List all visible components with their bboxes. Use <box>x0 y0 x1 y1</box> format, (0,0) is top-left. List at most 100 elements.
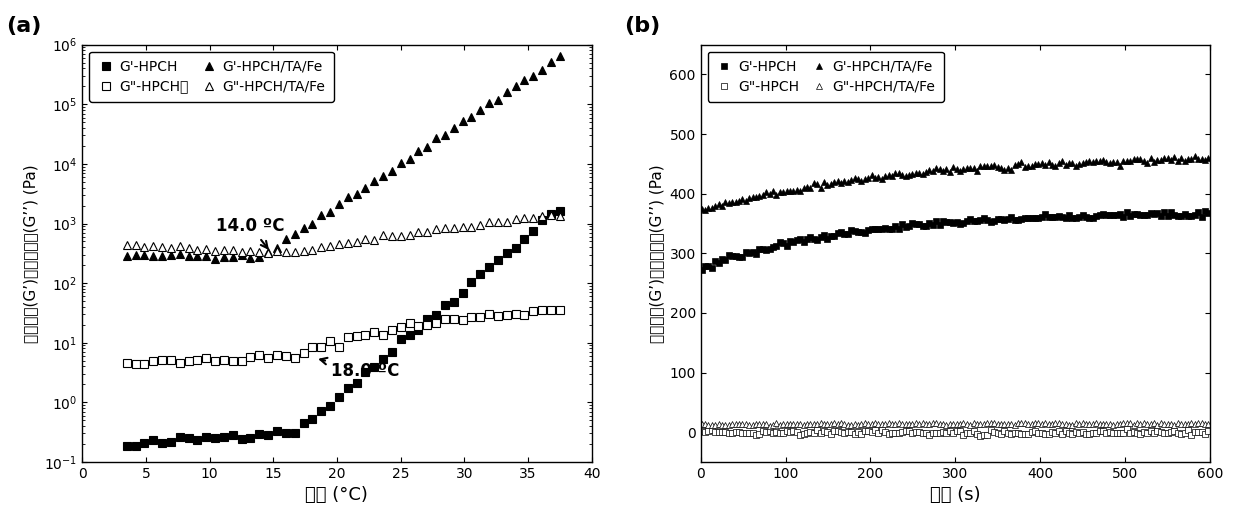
G"-HPCH） <box>534 307 549 313</box>
G'-HPCH/TA/Fe <box>217 254 232 260</box>
G'-HPCH <box>279 430 294 436</box>
G'-HPCH/TA/Fe <box>534 67 549 73</box>
G"-HPCH/TA/Fe <box>438 225 453 231</box>
G"-HPCH <box>1202 428 1216 435</box>
G"-HPCH/TA/Fe <box>350 239 365 245</box>
G'-HPCH/TA/Fe <box>190 253 205 259</box>
G"-HPCH/TA/Fe <box>966 420 981 426</box>
Line: G"-HPCH/TA/Fe: G"-HPCH/TA/Fe <box>698 420 1211 429</box>
G'-HPCH/TA/Fe <box>296 225 311 231</box>
G'-HPCH/TA/Fe <box>350 191 365 197</box>
G'-HPCH <box>402 332 417 339</box>
G"-HPCH） <box>446 316 461 322</box>
G'-HPCH <box>136 440 151 446</box>
G'-HPCH/TA/Fe <box>128 252 143 258</box>
G'-HPCH/TA/Fe <box>146 253 161 259</box>
G"-HPCH） <box>288 355 303 361</box>
G"-HPCH/TA/Fe <box>472 221 487 228</box>
G'-HPCH/TA/Fe <box>402 155 417 162</box>
G"-HPCH） <box>164 356 179 363</box>
G'-HPCH/TA/Fe <box>410 148 425 154</box>
G'-HPCH/TA/Fe <box>864 172 879 178</box>
G'-HPCH/TA/Fe <box>155 253 170 259</box>
G"-HPCH <box>895 429 910 435</box>
G"-HPCH/TA/Fe <box>1120 420 1135 426</box>
G'-HPCH/TA/Fe <box>983 163 998 169</box>
G"-HPCH/TA/Fe <box>402 232 417 238</box>
G'-HPCH <box>960 218 975 224</box>
G"-HPCH/TA/Fe <box>340 239 355 245</box>
G"-HPCH <box>1116 430 1131 437</box>
Line: G'-HPCH/TA/Fe: G'-HPCH/TA/Fe <box>123 52 564 263</box>
Y-axis label: 储能模量(G’)和损耗模量(G’’) (Pa): 储能模量(G’)和损耗模量(G’’) (Pa) <box>649 164 663 343</box>
G"-HPCH <box>983 427 998 433</box>
G"-HPCH/TA/Fe <box>367 237 382 243</box>
G"-HPCH） <box>384 327 399 333</box>
G"-HPCH） <box>429 320 444 327</box>
G"-HPCH/TA/Fe <box>269 248 284 254</box>
G"-HPCH） <box>508 311 523 317</box>
G'-HPCH <box>694 266 709 272</box>
G'-HPCH <box>350 380 365 387</box>
G'-HPCH/TA/Fe <box>260 249 275 255</box>
Legend: G'-HPCH, G"-HPCH）, G'-HPCH/TA/Fe, G"-HPCH/TA/Fe: G'-HPCH, G"-HPCH）, G'-HPCH/TA/Fe, G"-HPC… <box>89 52 334 102</box>
G"-HPCH/TA/Fe <box>987 420 1002 426</box>
G"-HPCH） <box>226 358 241 365</box>
G'-HPCH <box>410 327 425 333</box>
G"-HPCH/TA/Fe <box>694 421 709 427</box>
G'-HPCH <box>552 208 567 214</box>
G'-HPCH/TA/Fe <box>181 253 196 259</box>
G'-HPCH/TA/Fe <box>472 107 487 113</box>
G"-HPCH/TA/Fe <box>552 213 567 219</box>
G"-HPCH/TA/Fe <box>198 245 213 252</box>
G'-HPCH/TA/Fe <box>243 254 258 260</box>
G"-HPCH/TA/Fe <box>864 421 879 427</box>
G"-HPCH/TA/Fe <box>517 215 532 221</box>
G"-HPCH） <box>136 361 151 367</box>
G'-HPCH <box>340 385 355 391</box>
G'-HPCH/TA/Fe <box>898 173 913 179</box>
G'-HPCH <box>288 430 303 437</box>
G'-HPCH/TA/Fe <box>384 168 399 174</box>
G"-HPCH） <box>279 353 294 359</box>
G'-HPCH <box>217 434 232 440</box>
G"-HPCH/TA/Fe <box>331 241 346 247</box>
Legend: G'-HPCH, G"-HPCH, G'-HPCH/TA/Fe, G"-HPCH/TA/Fe: G'-HPCH, G"-HPCH, G'-HPCH/TA/Fe, G"-HPCH… <box>708 52 944 102</box>
Text: (a): (a) <box>6 16 41 36</box>
G'-HPCH/TA/Fe <box>543 59 558 65</box>
G"-HPCH） <box>500 312 515 318</box>
G"-HPCH <box>973 432 988 439</box>
G'-HPCH <box>181 435 196 441</box>
G"-HPCH） <box>472 314 487 320</box>
X-axis label: 温度 (°C): 温度 (°C) <box>305 486 368 504</box>
G'-HPCH/TA/Fe <box>234 252 249 258</box>
G'-HPCH <box>260 431 275 438</box>
G'-HPCH <box>526 228 541 234</box>
G"-HPCH/TA/Fe <box>136 244 151 250</box>
G"-HPCH） <box>128 361 143 367</box>
G"-HPCH/TA/Fe <box>305 246 320 253</box>
G"-HPCH/TA/Fe <box>172 243 187 249</box>
G"-HPCH） <box>234 358 249 364</box>
G'-HPCH/TA/Fe <box>552 53 567 59</box>
G'-HPCH/TA/Fe <box>367 178 382 184</box>
G"-HPCH <box>1120 426 1135 432</box>
G'-HPCH <box>861 227 875 233</box>
G"-HPCH） <box>314 344 329 350</box>
G"-HPCH） <box>393 324 408 330</box>
G'-HPCH/TA/Fe <box>393 160 408 166</box>
G'-HPCH/TA/Fe <box>1202 155 1216 161</box>
G'-HPCH <box>243 435 258 441</box>
G'-HPCH <box>367 364 382 370</box>
G"-HPCH/TA/Fe <box>181 245 196 251</box>
G'-HPCH/TA/Fe <box>464 114 479 120</box>
G"-HPCH/TA/Fe <box>279 250 294 256</box>
G"-HPCH/TA/Fe <box>190 247 205 253</box>
G'-HPCH <box>119 442 134 449</box>
G"-HPCH/TA/Fe <box>128 242 143 249</box>
G'-HPCH <box>1198 208 1213 214</box>
X-axis label: 时间 (s): 时间 (s) <box>930 486 981 504</box>
G"-HPCH/TA/Fe <box>155 244 170 250</box>
G"-HPCH/TA/Fe <box>892 419 906 426</box>
G"-HPCH/TA/Fe <box>208 248 223 254</box>
